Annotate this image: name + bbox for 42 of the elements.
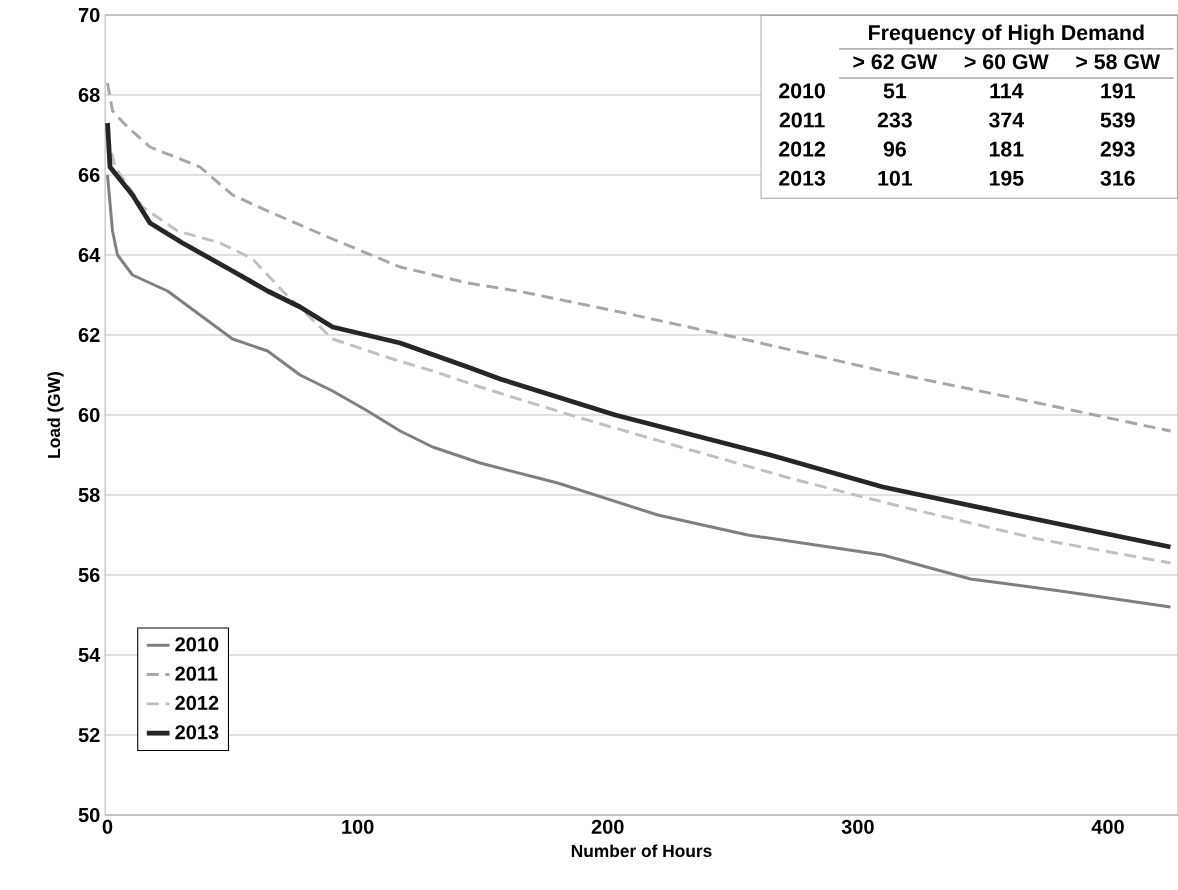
y-tick-label: 50 <box>78 807 100 823</box>
y-tick-label: 54 <box>78 648 101 662</box>
y-tick-label: 64 <box>78 247 101 263</box>
annotation: 181 <box>989 141 1024 157</box>
y-axis-title: Load (GW) <box>47 372 64 458</box>
annotation: 2012 <box>779 141 825 157</box>
annotation: 96 <box>883 141 906 157</box>
annotation: 195 <box>989 170 1024 186</box>
annotation: 114 <box>990 83 1024 99</box>
annotation: > 62 GW <box>853 54 938 70</box>
annotation: 374 <box>989 112 1024 128</box>
x-tick-label: 400 <box>1091 819 1124 834</box>
legend-label: 2013 <box>175 725 219 740</box>
annotation: 233 <box>877 112 912 128</box>
annotation: 191 <box>1101 83 1135 99</box>
x-tick-label: 300 <box>841 819 874 834</box>
annotation: 2010 <box>779 83 825 99</box>
annotation: 316 <box>1100 170 1135 186</box>
y-tick-label: 60 <box>78 407 100 423</box>
x-tick-label: 200 <box>591 819 624 834</box>
annotation: 293 <box>1100 141 1135 157</box>
x-tick-label: 0 <box>102 819 113 834</box>
annotation: 51 <box>883 83 907 99</box>
x-tick-label: 100 <box>342 819 374 834</box>
annotation: 2011 <box>779 112 825 128</box>
annotation: 101 <box>878 170 913 186</box>
annotation: 2013 <box>779 170 826 186</box>
legend-label: 2012 <box>175 695 219 711</box>
legend-label: 2010 <box>175 637 219 652</box>
x-axis-title: Number of Hours <box>571 844 712 858</box>
annotation: > 58 GW <box>1076 54 1161 70</box>
y-tick-label: 52 <box>78 727 100 743</box>
y-tick-label: 58 <box>78 487 100 503</box>
annotation: > 60 GW <box>964 54 1049 70</box>
y-tick-label: 56 <box>78 567 100 583</box>
annotation: Frequency of High Demand <box>869 24 1144 45</box>
y-tick-label: 62 <box>78 327 100 343</box>
annotation: 539 <box>1100 112 1135 128</box>
y-tick-label: 70 <box>78 7 100 23</box>
y-tick-label: 68 <box>78 87 100 103</box>
legend-label: 2011 <box>175 666 218 681</box>
y-tick-label: 66 <box>78 167 100 183</box>
